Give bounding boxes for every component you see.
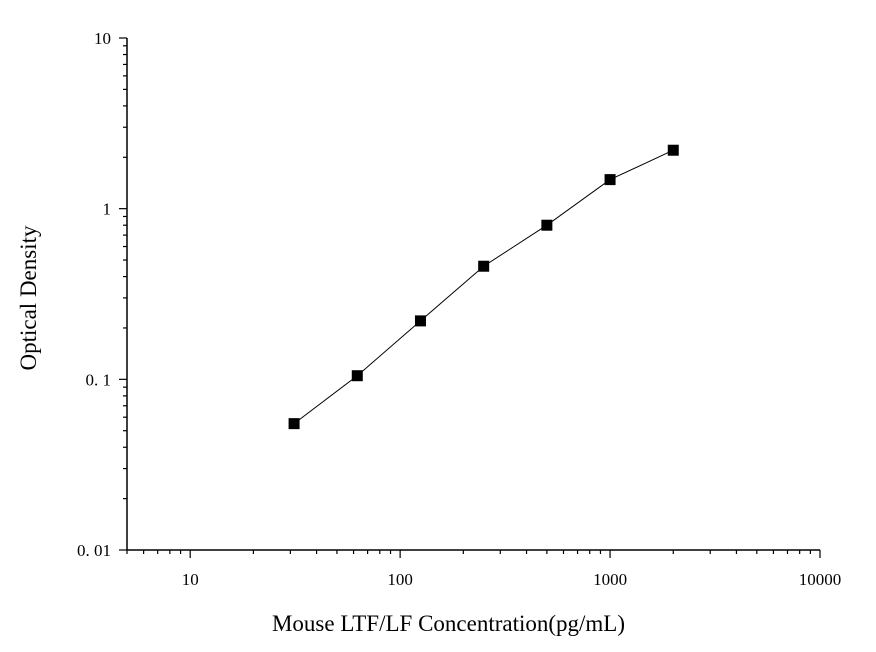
x-tick-label: 10: [182, 570, 199, 589]
y-tick-label: 10: [94, 29, 111, 48]
data-series: [288, 144, 679, 430]
x-tick-label: 100: [387, 570, 413, 589]
data-point-marker: [667, 144, 679, 156]
y-axis-title: Optical Density: [16, 225, 41, 370]
x-axis-title: Mouse LTF/LF Concentration(pg/mL): [272, 611, 625, 636]
data-point-marker: [351, 370, 363, 382]
data-point-marker: [478, 260, 490, 272]
y-tick-label: 0. 1: [86, 370, 112, 389]
data-point-marker: [288, 418, 300, 430]
series-line: [293, 149, 674, 425]
axes: 10 100 1000 10000 0. 01 0. 1 1 10: [77, 29, 841, 589]
y-tick-label: 1: [103, 200, 112, 219]
data-point-marker: [541, 219, 553, 231]
x-tick-label: 10000: [799, 570, 842, 589]
x-tick-label: 1000: [593, 570, 627, 589]
data-point-marker: [604, 174, 616, 186]
data-point-marker: [414, 315, 426, 327]
y-tick-label: 0. 01: [77, 541, 111, 560]
